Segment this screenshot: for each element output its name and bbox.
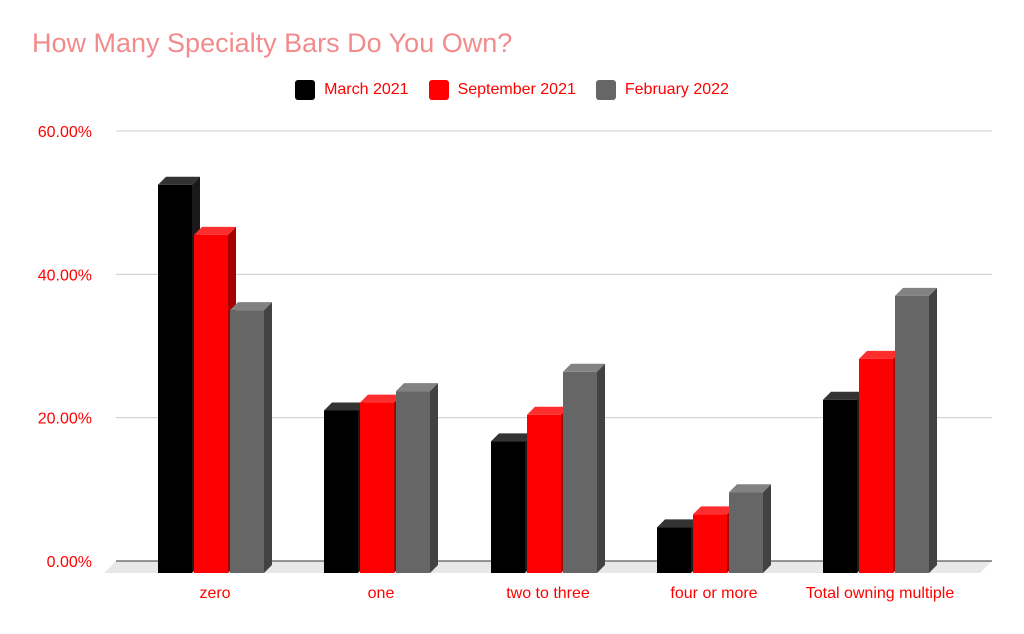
bar-top	[859, 350, 901, 359]
legend-swatch	[595, 80, 616, 100]
bar	[657, 519, 699, 573]
bar-top	[527, 406, 569, 415]
bar	[324, 402, 366, 573]
legend-item-september-2021: September 2021	[428, 80, 576, 100]
bar-top	[823, 391, 865, 400]
bar	[194, 226, 236, 573]
legend: March 2021 September 2021 February 2022	[0, 80, 1024, 100]
x-tick-label: one	[368, 585, 395, 602]
x-tick-label: two to three	[506, 585, 590, 602]
bar	[729, 484, 771, 573]
bar-front	[729, 492, 763, 573]
bar-front	[563, 371, 597, 573]
bar	[360, 394, 402, 573]
bar	[230, 302, 272, 573]
y-tick-label: 0.00%	[47, 554, 92, 571]
bar	[823, 391, 865, 573]
legend-item-february-2022: February 2022	[595, 80, 729, 100]
y-tick-label: 40.00%	[38, 267, 92, 284]
legend-label: September 2021	[457, 81, 576, 98]
bar-front	[158, 184, 192, 573]
y-tick-label: 60.00%	[38, 124, 92, 141]
bar-front	[324, 410, 358, 573]
bar-front	[527, 414, 561, 573]
bar-front	[230, 310, 264, 573]
bar-top	[895, 287, 937, 296]
legend-label: March 2021	[324, 81, 409, 98]
x-tick-label: Total owning multiple	[806, 585, 955, 602]
bar-front	[396, 391, 430, 573]
x-tick-label: zero	[199, 585, 230, 602]
bar-side	[264, 302, 272, 573]
bar-front	[693, 514, 727, 573]
bar-side	[430, 383, 438, 573]
bar-top	[491, 433, 533, 442]
bar-top	[324, 402, 366, 411]
bar-front	[657, 527, 691, 573]
bar-top	[230, 302, 272, 311]
bar-front	[859, 358, 893, 573]
bar	[859, 350, 901, 573]
bar	[563, 363, 605, 573]
bar-top	[657, 519, 699, 528]
bar-top	[194, 226, 236, 235]
bar-side	[763, 484, 771, 573]
y-tick-label: 20.00%	[38, 411, 92, 428]
bar	[158, 176, 200, 573]
legend-label: February 2022	[624, 81, 729, 98]
x-tick-label: four or more	[670, 585, 757, 602]
bar-side	[929, 287, 937, 573]
bar-front	[360, 402, 394, 573]
bar-front	[194, 234, 228, 573]
bar-front	[823, 399, 857, 573]
bar-top	[729, 484, 771, 493]
bar	[491, 433, 533, 573]
legend-swatch	[428, 80, 449, 100]
bar-top	[693, 506, 735, 515]
bar	[396, 383, 438, 573]
legend-item-march-2021: March 2021	[295, 80, 409, 100]
bar	[693, 506, 735, 573]
bar-side	[597, 363, 605, 573]
bar-top	[360, 394, 402, 403]
bar-front	[895, 295, 929, 573]
bar-front	[491, 441, 525, 573]
bar	[527, 406, 569, 573]
bar-top	[158, 176, 200, 185]
bar-top	[396, 383, 438, 392]
chart-title: How Many Specialty Bars Do You Own?	[32, 28, 513, 58]
bar-top	[563, 363, 605, 372]
legend-swatch	[295, 80, 316, 100]
bar	[895, 287, 937, 573]
